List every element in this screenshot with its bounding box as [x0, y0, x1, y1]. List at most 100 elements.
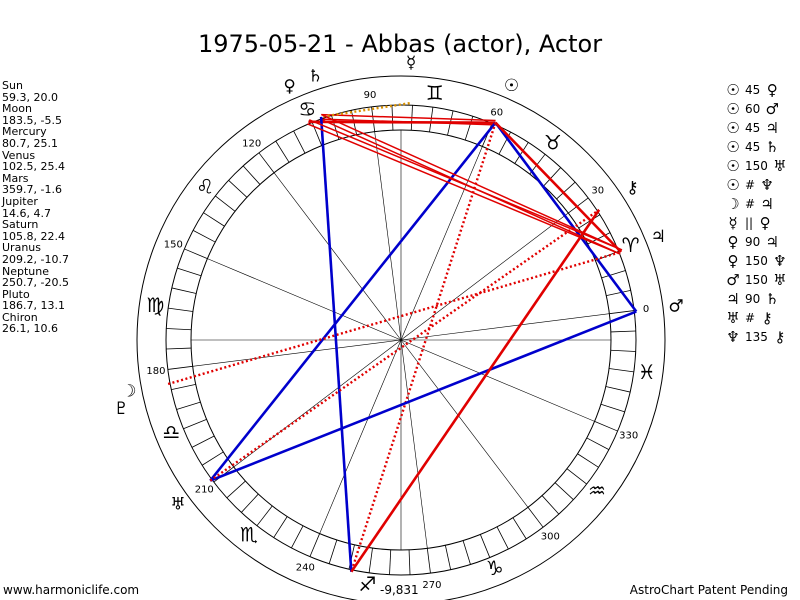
degree-tick [496, 526, 509, 550]
zodiac-sign-icon: ♑ [486, 556, 504, 580]
degree-tick [228, 180, 248, 198]
degree-tick [192, 230, 216, 243]
planet-name: Moon [2, 102, 32, 116]
degree-label: 120 [242, 138, 261, 149]
footer-website[interactable]: www.harmoniclife.com [3, 583, 140, 597]
degree-tick [171, 383, 196, 391]
degree-tick [256, 505, 273, 526]
sun-icon: ☉ [726, 99, 740, 118]
pluto-icon: ♇ [114, 399, 129, 419]
aspect-row: ♀ 150 ♆ [724, 251, 800, 270]
degree-tick [171, 287, 197, 294]
planet-name: Venus [2, 148, 36, 162]
degree-tick [275, 140, 290, 163]
degree-tick [389, 549, 392, 575]
degree-tick [610, 330, 636, 333]
degree-tick [371, 106, 376, 132]
mercury-icon: ☿ [728, 213, 738, 232]
uranus-icon: ♅ [773, 270, 787, 289]
degree-tick [479, 534, 491, 558]
planet-values: 209.2, -10.7 [2, 252, 69, 266]
degree-tick [166, 347, 192, 350]
planet-name: Saturn [2, 218, 39, 232]
zodiac-sign-icon: ♌ [196, 174, 214, 198]
degree-tick [556, 181, 576, 200]
planet-name: Chiron [2, 310, 38, 324]
saturn-icon: ♄ [765, 137, 779, 156]
wheel-spoke [400, 339, 428, 549]
aspect-list: ☉ 45 ♀ ☉ 60 ♂ ☉ 45 ♃ ☉ 45 ♄ ☉ 150 ♅ ☉ # ♆ ☽ # ♃ ☿ || ♀ ♀… [724, 80, 800, 346]
degree-label: 0 [643, 304, 649, 315]
aspect-line [494, 121, 622, 253]
aspect-lines [167, 101, 638, 573]
planet-values: 359.7, -1.6 [2, 183, 62, 197]
aspect-label: 135 [745, 329, 768, 344]
degree-tick [368, 548, 373, 573]
wheel-spoke [207, 258, 402, 341]
degree-tick [191, 435, 215, 448]
aspect-label: || [745, 215, 754, 230]
degree-tick [429, 107, 434, 132]
aspect-label: 45 [745, 120, 761, 135]
degree-tick [273, 516, 288, 538]
degree-tick [176, 401, 201, 410]
degree-tick [600, 403, 625, 413]
degree-tick [578, 214, 601, 229]
planet-values: 59.3, 20.0 [2, 90, 58, 104]
aspect-row: ☽ # ♃ [724, 194, 800, 213]
mars-icon: ♂ [668, 297, 683, 317]
planet-position-list: Sun 59.3, 20.0 Moon 183.5, -5.5 Mercury … [2, 80, 69, 335]
degree-label: 60 [490, 107, 503, 118]
aspect-line [320, 101, 410, 119]
jupiter-icon: ♃ [765, 232, 779, 251]
aspect-row: ♃ 90 ♄ [724, 289, 800, 308]
saturn-icon: ♄ [308, 67, 323, 87]
aspect-label: 45 [745, 82, 761, 97]
degree-tick [594, 421, 618, 432]
aspect-row: ♀ 90 ♃ [724, 232, 800, 251]
degree-tick [541, 495, 560, 515]
jupiter-icon: ♃ [726, 289, 740, 308]
uranus-icon: ♅ [170, 494, 185, 514]
moon-icon: ☽ [726, 194, 740, 213]
degree-tick [577, 453, 599, 468]
mercury-icon: ☿ [406, 53, 416, 73]
uranus-icon: ♅ [773, 156, 787, 175]
degree-tick [605, 386, 631, 393]
neptune-icon: ♆ [760, 175, 774, 194]
aspect-row: ☉ 60 ♂ [724, 99, 800, 118]
degree-tick [184, 248, 208, 259]
zodiac-sign-icon: ♎ [162, 420, 180, 444]
uranus-icon: ♅ [726, 308, 740, 327]
planet-name: Uranus [2, 241, 41, 255]
mars-icon: ♂ [765, 99, 779, 118]
aspect-row: ☉ 45 ♀ [724, 80, 800, 99]
aspect-line [308, 119, 623, 251]
planet-values: 102.5, 25.4 [2, 160, 65, 174]
degree-tick [203, 212, 225, 227]
degree-tick [568, 197, 589, 214]
planet-values: 80.7, 25.1 [2, 136, 58, 150]
aspect-line [209, 310, 637, 482]
planet-values: 105.8, 22.4 [2, 229, 65, 243]
degree-tick [566, 468, 587, 485]
degree-tick [241, 493, 259, 513]
venus-icon: ♀ [766, 80, 778, 99]
degree-label: 270 [422, 580, 441, 591]
aspect-line [321, 113, 496, 122]
sun-icon: ☉ [726, 175, 740, 194]
planet-values: 250.7, -20.5 [2, 276, 69, 290]
planet-name: Pluto [2, 287, 30, 301]
degree-tick [242, 165, 261, 185]
aspect-row: ♂ 150 ♅ [724, 270, 800, 289]
degree-tick [426, 548, 431, 574]
degree-tick [309, 533, 320, 557]
venus-icon: ♀ [727, 251, 739, 270]
jupiter-icon: ♃ [651, 227, 666, 247]
degree-label: 300 [541, 532, 560, 543]
degree-tick [543, 167, 561, 187]
planet-values: 183.5, -5.5 [2, 113, 62, 127]
wheel-spoke [400, 212, 569, 341]
degree-tick [293, 130, 306, 154]
degree-tick [554, 482, 574, 500]
